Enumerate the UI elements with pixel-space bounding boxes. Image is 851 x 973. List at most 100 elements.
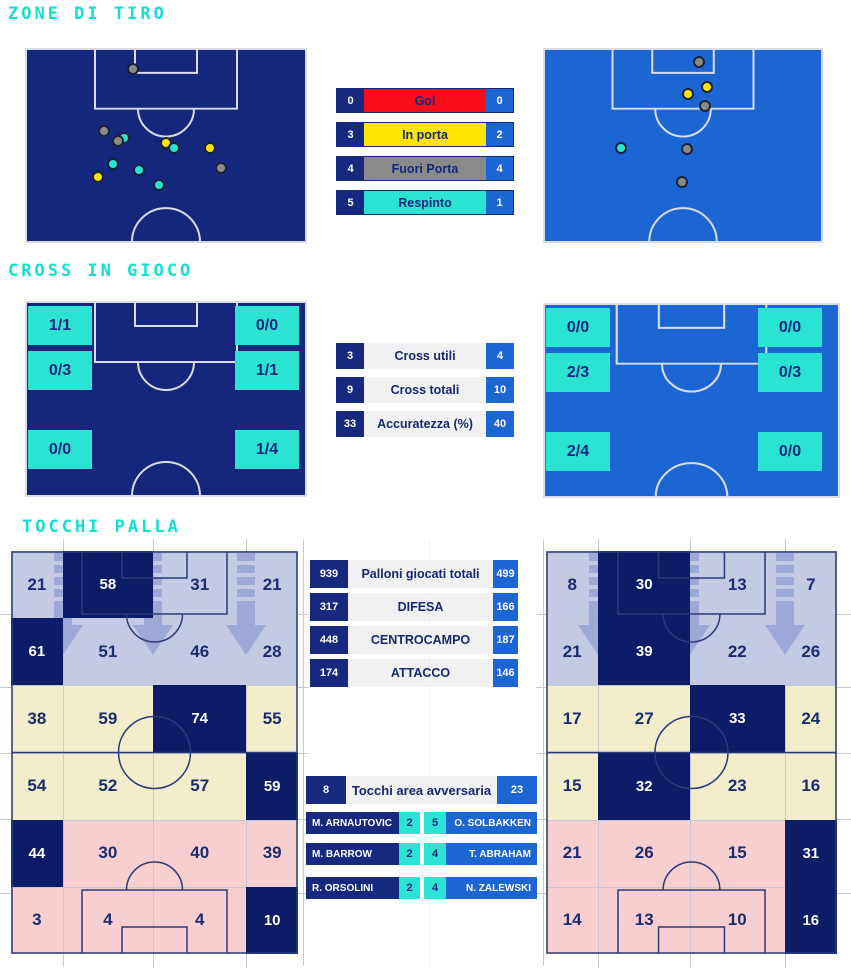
away-player-name: N. ZALEWSKI [446,877,537,899]
away-shot-pitch [543,48,823,243]
stat-row: 448 CENTROCAMPO 187 [310,626,518,654]
touch-cell-value: 21 [27,574,47,594]
away-player-name: T. ABRAHAM [446,843,537,865]
shot-dot-off_target [127,63,139,76]
home-cross-pitch: 1/1 0/0 0/3 1/1 0/0 1/4 [25,301,307,497]
home-player-name: R. ORSOLINI [306,877,399,899]
away-value: 0 [486,89,513,112]
touch-cell-value: 10 [727,910,747,930]
away-value: 2 [486,123,513,146]
away-value: 499 [493,560,518,588]
home-player-name: M. BARROW [306,843,399,865]
grid-hline [546,819,837,821]
home-player-name: M. ARNAUTOVIC [306,812,399,834]
grid-stub [543,540,544,966]
touch-cell-value: 16 [801,776,821,796]
stat-row: 33 Accuratezza (%) 40 [336,411,514,437]
touch-cell-value: 40 [190,843,210,863]
touch-cell-value: 4 [103,910,113,930]
touch-cell-value: 38 [27,708,47,728]
away-value: 187 [493,626,518,654]
stat-label: Cross utili [364,343,486,369]
away-value: 1 [486,191,513,214]
legend-row-blocked: 5 Respinto 1 [336,190,514,215]
shot-dot-off_target [675,175,688,188]
stat-row: 317 DIFESA 166 [310,593,518,621]
touch-cell-highlight [598,752,691,820]
stat-row: 939 Palloni giocati totali 499 [310,560,518,588]
away-shots-layer [543,48,823,243]
touch-cell-value: 21 [562,641,582,661]
touch-cell-value: 16 [802,911,820,929]
shot-dot-blocked [152,179,165,192]
grid-hline [546,886,837,888]
stat-row: 3 Cross utili 4 [336,343,514,369]
away-value: 166 [493,593,518,621]
shot-dot-blocked [615,142,628,155]
shot-legend: 0 Gol 0 3 In porta 2 4 Fuori Porta 4 5 R… [336,88,514,224]
touch-cell-value: 21 [262,574,282,594]
stat-label: ATTACCO [348,659,493,687]
touch-cell-value: 23 [727,776,747,796]
touch-cell-highlight [784,819,837,887]
touch-cell-value: 28 [262,641,282,661]
touch-cell-highlight [598,618,691,686]
cross-zone-box: 0/0 [546,308,610,347]
touch-cell-highlight [62,551,154,619]
shot-dot-blocked [106,158,119,171]
shot-dot-blocked [132,164,145,177]
stat-row: 9 Cross totali 10 [336,377,514,403]
touch-cell-highlight [246,886,298,954]
away-player-value: 4 [424,877,446,899]
section-title-shot-zones: ZONE DI TIRO [8,4,167,24]
touch-cell-value: 51 [98,641,118,661]
shot-dot-off_target [97,125,110,138]
touch-cell-highlight [11,819,63,887]
cross-zone-box: 0/0 [758,432,822,471]
touch-cell-value: 24 [801,708,821,728]
shot-dot-off_target [699,99,712,112]
attack-direction-arrow [133,553,174,655]
touch-stats-table: 939 Palloni giocati totali 499 317 DIFES… [310,560,518,692]
shot-dot-blocked [167,142,180,155]
legend-row-off-target: 4 Fuori Porta 4 [336,156,514,181]
cross-zone-box: 1/4 [235,430,299,469]
touch-cell-value: 39 [262,843,282,863]
touch-cell-highlight [598,551,691,619]
touch-cell-value: 3 [32,910,42,930]
touch-cell-value: 30 [635,576,653,594]
shot-dot-off_target [680,143,693,155]
home-shots-layer [25,48,307,243]
cross-stats-table: 3 Cross utili 4 9 Cross totali 10 33 Acc… [336,343,514,445]
attack-direction-arrow [764,553,805,655]
home-value: 8 [306,776,346,804]
touch-cell-value: 55 [262,708,282,728]
legend-label: Respinto [364,191,486,214]
home-value: 5 [337,191,364,214]
away-value: 146 [493,659,518,687]
touch-cell-value: 17 [562,708,582,728]
touch-cell-highlight [246,752,298,820]
home-player-value: 2 [399,877,420,899]
touch-cell-value: 21 [562,843,582,863]
legend-label: In porta [364,123,486,146]
home-touch-heatmap: 21 58 31 21 61 51 46 28 38 59 74 55 54 52 57 59 44 30 40 39… [11,539,298,967]
touch-cell-value: 26 [634,843,654,863]
stat-label: Tocchi area avversaria [346,776,497,804]
shot-dot-off_target [112,135,125,147]
cross-zone-box: 0/3 [758,353,822,392]
cross-zone-box: 1/1 [28,306,92,345]
legend-row-on-target: 3 In porta 2 [336,122,514,147]
grid-stub [429,540,430,966]
stat-label: Palloni giocati totali [348,560,493,588]
home-value: 3 [337,123,364,146]
legend-label: Gol [364,89,486,112]
touch-cell-value: 4 [194,910,205,930]
home-shot-pitch [25,48,307,243]
grid-stub [303,540,304,966]
touch-cell-value: 52 [98,776,118,796]
shot-dot-on_target [203,142,216,155]
cross-zone-box: 0/0 [235,306,299,345]
touch-cell-value: 15 [562,776,582,796]
